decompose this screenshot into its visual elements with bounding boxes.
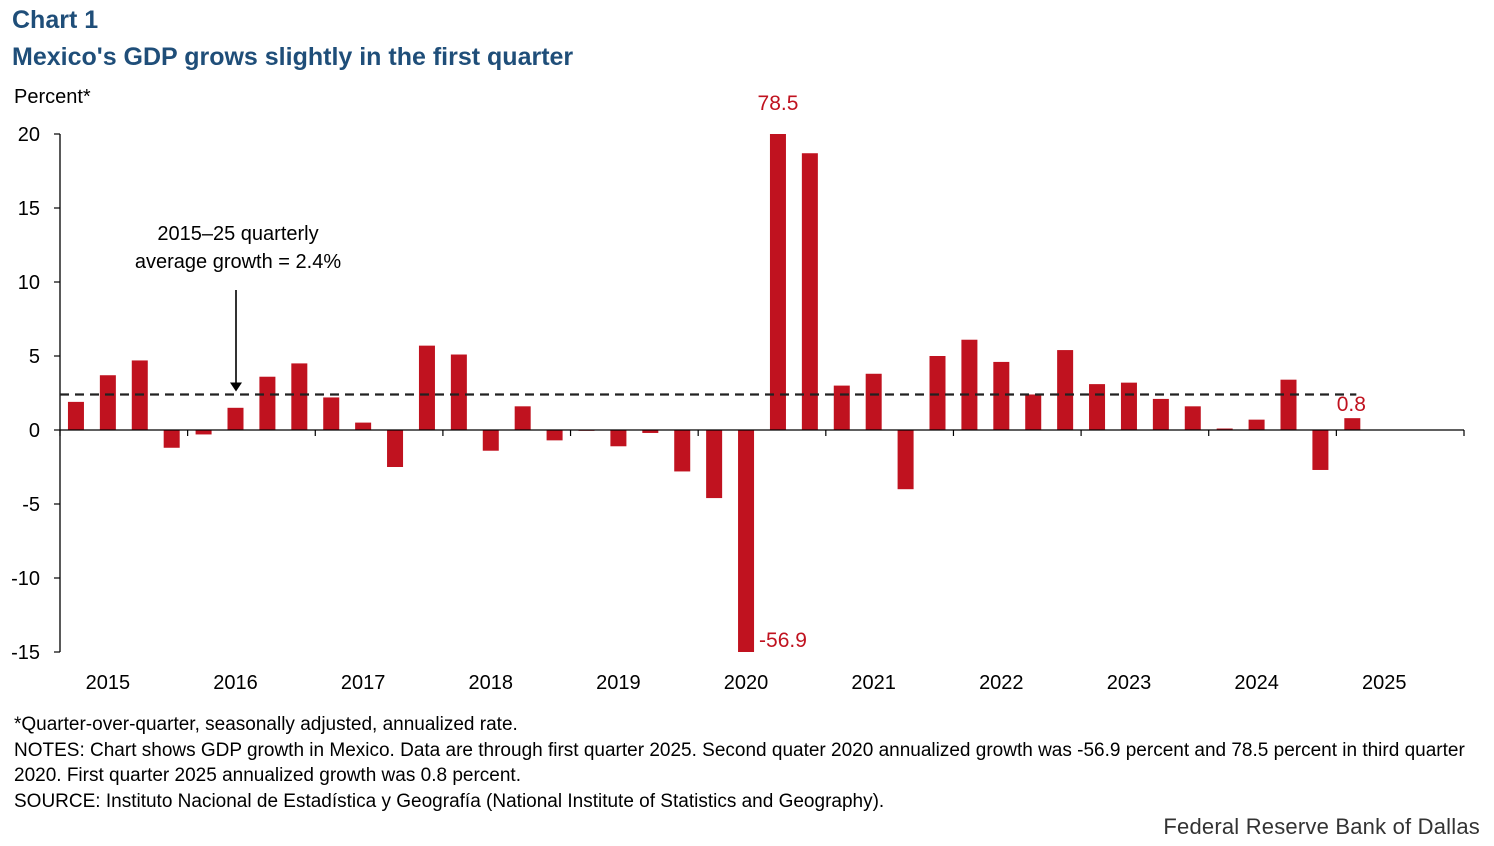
y-tick-label: 0 [29,420,40,442]
x-tick-label: 2017 [341,672,386,694]
bar-2021Q1 [833,385,850,430]
footnote-asterisk: *Quarter-over-quarter, seasonally adjust… [14,714,518,735]
footnote-notes: NOTES: Chart shows GDP growth in Mexico.… [14,740,1465,786]
bar-2021Q4 [929,356,946,430]
chart-title: Mexico's GDP grows slightly in the first… [12,43,574,71]
average-arrow-head [230,382,242,392]
footnote-source: SOURCE: Instituto Nacional de Estadístic… [14,791,885,812]
x-tick-label: 2024 [1234,672,1279,694]
bar-2018Q4 [546,430,563,441]
data-label-2025Q1: 0.8 [1337,393,1366,416]
y-tick-label: -5 [22,494,40,516]
bar-2016Q4 [291,363,308,430]
y-tick-label: -10 [11,568,40,590]
bar-2017Q1 [323,397,340,430]
bar-2021Q3 [897,430,914,490]
bar-2024Q1 [1216,428,1233,430]
y-tick-label: -15 [11,642,40,664]
y-tick-label: 10 [18,272,40,294]
credit-logo-text: Federal Reserve Bank of Dallas [1163,814,1480,839]
bar-2020Q3 [769,134,786,430]
chart-number: Chart 1 [12,6,99,34]
bar-2022Q2 [993,361,1010,430]
axes [59,134,1464,652]
y-tick-label: 20 [18,124,40,146]
y-axis-label: Percent* [14,86,91,108]
bar-2019Q2 [610,430,627,447]
bar-2018Q3 [514,406,531,430]
y-tick-label: 15 [18,198,40,220]
average-annotation-line2: average growth = 2.4% [135,251,341,273]
y-axis-ticks: 20 15 10 5 0 -5 -10 -15 [11,124,60,664]
bar-2024Q2 [1248,419,1265,430]
bar-2023Q3 [1152,398,1169,430]
bar-2019Q4 [674,430,691,472]
bar-2017Q4 [418,345,435,430]
x-tick-label: 2018 [469,672,514,694]
bar-2020Q4 [801,153,818,431]
bar-2015Q2 [99,375,116,430]
bar-2015Q1 [67,401,84,430]
bar-2016Q1 [195,430,212,435]
x-tick-label: 2022 [979,672,1024,694]
bar-2022Q1 [961,339,978,430]
data-label-2020Q3: 78.5 [758,92,799,115]
bar-2018Q1 [450,354,467,430]
bar-2025Q1 [1344,418,1361,430]
bar-2023Q4 [1184,406,1201,430]
bar-2023Q2 [1120,382,1137,430]
y-tick-label: 5 [29,346,40,368]
average-annotation-line1: 2015–25 quarterly [157,223,318,245]
bar-2017Q3 [387,430,404,467]
bar-2018Q2 [482,430,499,451]
annotations: 2015–25 quarterly average growth = 2.4% -5… [60,92,1366,652]
bar-2020Q1 [706,430,723,499]
x-tick-label: 2025 [1362,672,1407,694]
bar-2021Q2 [865,373,882,430]
bar-2016Q3 [259,376,276,430]
bar-series [67,134,1361,652]
x-tick-label: 2021 [851,672,896,694]
x-tick-label: 2016 [213,672,258,694]
bar-2019Q3 [642,430,659,433]
bar-2015Q4 [163,430,180,448]
x-tick-label: 2019 [596,672,641,694]
x-tick-label: 2015 [86,672,131,694]
bar-2024Q4 [1312,430,1329,470]
bar-2024Q3 [1280,379,1297,430]
bar-2017Q2 [355,422,372,430]
bar-2022Q4 [1057,350,1074,430]
x-tick-label: 2023 [1107,672,1152,694]
bar-2023Q1 [1089,384,1106,430]
data-label-2020Q2: -56.9 [759,629,807,652]
x-tick-label: 2020 [724,672,769,694]
bar-2016Q2 [227,407,244,430]
bar-2022Q3 [1025,394,1042,430]
x-axis-ticks: 2015 2016 2017 2018 2019 2020 2021 2022 2023 2024… [59,430,1465,694]
bar-2020Q2 [738,430,755,652]
